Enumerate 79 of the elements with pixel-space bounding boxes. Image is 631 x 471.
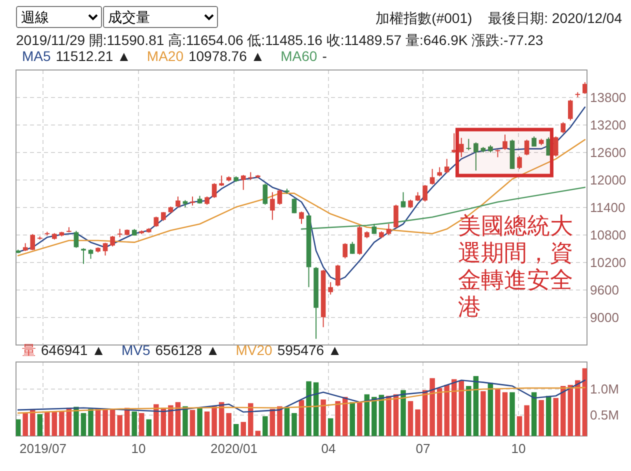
text: -: [322, 48, 328, 64]
text: MA5: [22, 48, 51, 64]
candlestick: [400, 192, 406, 208]
candlestick: [240, 174, 246, 190]
y-tick-label: 10800: [590, 228, 626, 242]
y-tick-label: 10200: [590, 255, 626, 270]
annotation: 595476 ▲: [277, 342, 342, 358]
candlestick: [219, 175, 224, 186]
candlestick: [524, 139, 530, 156]
candlestick: [176, 196, 180, 208]
candlestick: [292, 198, 297, 214]
text: 2019/11/29 開:11590.81 高:11654.06 低:11485.16 收:11489.57 量:646.9K 漲跌:-77.23: [16, 32, 544, 48]
y-tick-label: 12600: [590, 145, 626, 160]
line-series: [17, 386, 586, 414]
chart-subtitle: 最後日期: 2020/12/04: [488, 10, 622, 26]
candlestick: [110, 235, 115, 247]
candlestick: [154, 216, 159, 228]
candlestick: [422, 184, 428, 202]
candlestick: [517, 156, 522, 170]
candlestick: [102, 242, 108, 256]
chart-title: 加權指數(#001): [376, 10, 472, 26]
candlestick: [394, 204, 398, 229]
band-label: 美國總統大選期間，資金轉進安全港: [458, 212, 574, 320]
candlestick: [248, 172, 254, 180]
y-tick-label: 12000: [590, 172, 626, 188]
x-tick-label: 2019/07: [19, 441, 66, 456]
candlestick: [299, 211, 304, 224]
candlestick: [270, 192, 275, 220]
text: 成交量: [103, 6, 218, 28]
text: 10978.76 ▲: [188, 48, 265, 64]
y-tick-label: 11400: [590, 200, 626, 215]
candlestick: [575, 92, 580, 98]
candlestick: [437, 166, 442, 177]
x-tick-label: 10: [511, 441, 526, 456]
line-series: [17, 380, 586, 413]
text: 週線: [16, 6, 102, 28]
y-tick-label: 1.0M: [590, 382, 619, 397]
candlestick: [30, 234, 36, 251]
y-tick-label: 9600: [590, 282, 619, 298]
y-tick-label: 0.5M: [590, 408, 619, 423]
candlestick: [546, 136, 551, 156]
x-tick-label: 10: [131, 441, 146, 456]
candlestick: [553, 136, 558, 158]
candlestick: [560, 122, 566, 134]
candlestick: [74, 230, 79, 248]
text: 11512.21 ▲: [56, 48, 131, 64]
candlestick: [466, 138, 472, 151]
y-tick-label: 9000: [590, 310, 619, 325]
candlestick: [66, 226, 72, 233]
candlestick: [88, 248, 94, 260]
text: MV5: [121, 342, 150, 358]
candlestick: [386, 223, 392, 236]
candlestick: [568, 99, 573, 121]
candlestick: [372, 223, 377, 234]
candlestick: [458, 137, 464, 158]
candlestick: [328, 282, 333, 296]
text: 量: [22, 342, 36, 358]
candlestick: [81, 248, 86, 264]
candlestick: [335, 264, 340, 287]
x-tick-label: 04: [321, 441, 336, 456]
candlestick: [430, 168, 435, 186]
candlestick: [212, 182, 217, 198]
text: MV20: [236, 342, 273, 358]
annotation: 656128 ▲: [155, 342, 220, 358]
candlestick: [262, 183, 268, 206]
text: MA20: [146, 48, 184, 64]
x-tick-label: 2020/01: [210, 441, 258, 456]
candlestick: [502, 134, 508, 150]
candlestick: [474, 142, 478, 172]
text: MA60: [280, 48, 318, 64]
candlestick: [342, 242, 348, 259]
annotation: 646941 ▲: [41, 342, 106, 358]
y-tick-label: 13800: [590, 90, 626, 105]
candlestick: [582, 82, 587, 94]
x-tick-label: 07: [416, 441, 430, 456]
y-tick-label: 13200: [590, 118, 626, 132]
candlestick: [277, 189, 282, 206]
candlestick: [350, 241, 355, 254]
candlestick: [444, 158, 450, 174]
